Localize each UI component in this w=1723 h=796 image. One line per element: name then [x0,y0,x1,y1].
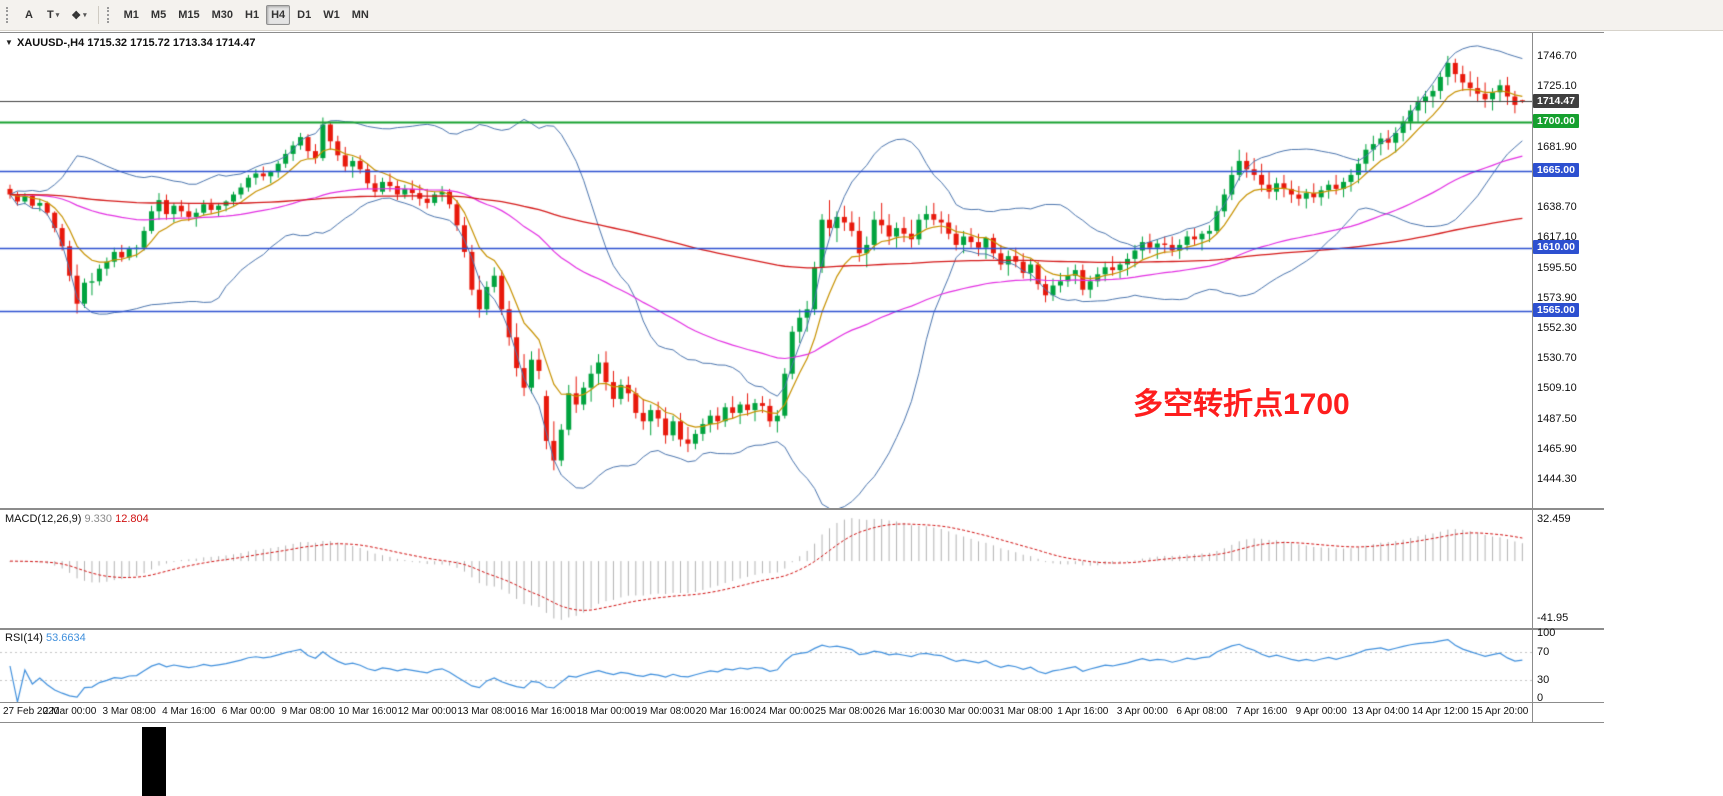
price-tick: 1595.50 [1537,261,1577,274]
time-label: 2 Mar 00:00 [42,706,97,717]
collapse-arrow-icon[interactable]: ▼ [5,38,13,47]
toolbar-separator [97,6,99,24]
timeframe-button-w1[interactable]: W1 [318,5,345,25]
price-tick: 1746.70 [1537,49,1577,62]
rsi-scale-70: 70 [1537,645,1550,658]
time-label: 3 Mar 08:00 [102,706,156,717]
macd-canvas[interactable] [0,510,1532,628]
time-label: 20 Mar 16:00 [695,706,755,717]
timeframe-button-d1[interactable]: D1 [292,5,316,25]
toolbar-grip[interactable] [106,7,112,23]
toolbar-grip[interactable] [6,7,11,23]
price-chart-canvas[interactable] [0,33,1532,508]
price-badge-1610.00: 1610.00 [1533,240,1579,255]
rsi-panel-divider[interactable] [0,628,1604,630]
time-axis-bottom-border [0,722,1604,723]
time-label: 24 Mar 00:00 [755,706,815,717]
time-label: 15 Apr 20:00 [1471,706,1529,717]
chart-annotation-text[interactable]: 多空转折点1700 [1133,388,1350,421]
text-label-tool-button[interactable]: A [18,5,40,25]
time-label: 6 Apr 08:00 [1176,706,1228,717]
black-artifact-box [142,727,166,796]
time-label: 18 Mar 00:00 [576,706,636,717]
toolbar: A T ▾ ❖ ▾ M1 M5 M15 M30 H1 H4 D1 W1 MN [0,0,1723,31]
time-label: 12 Mar 00:00 [397,706,457,717]
price-tick: 1552.30 [1537,321,1577,334]
macd-signal-value: 12.804 [115,513,149,525]
time-label: 9 Apr 00:00 [1295,706,1347,717]
rsi-value: 53.6634 [45,632,86,644]
time-label: 19 Mar 08:00 [636,706,696,717]
timeframe-button-mn[interactable]: MN [347,5,374,25]
time-label: 1 Apr 16:00 [1057,706,1109,717]
time-label: 7 Apr 16:00 [1236,706,1288,717]
time-label: 13 Apr 04:00 [1352,706,1410,717]
price-badge-1700.00: 1700.00 [1533,114,1579,129]
timeframe-button-m15[interactable]: M15 [173,5,204,25]
time-label: 9 Mar 08:00 [281,706,335,717]
dropdown-caret-icon: ▾ [55,12,60,19]
price-tick: 1465.90 [1537,442,1577,455]
rsi-scale-30: 30 [1537,674,1550,687]
text-tool-button[interactable]: T ▾ [42,5,64,25]
chart-title: XAUUSD-,H4 1715.32 1715.72 1713.34 1714.… [17,37,256,49]
macd-panel-divider[interactable] [0,508,1604,510]
time-label: 30 Mar 00:00 [934,706,994,717]
time-label: 26 Mar 16:00 [874,706,934,717]
price-tick: 1487.50 [1537,412,1577,425]
rsi-scale-100: 100 [1537,627,1556,639]
chart-top-border [0,32,1604,33]
shapes-tool-button[interactable]: ❖ ▾ [66,5,91,25]
price-badge-1665.00: 1665.00 [1533,163,1579,178]
dropdown-caret-icon: ▾ [83,12,87,19]
macd-name: MACD(12,26,9) [5,513,82,525]
price-axis-border [1532,32,1533,723]
time-label: 4 Mar 16:00 [162,706,216,717]
time-label: 27 Feb 2020 [3,706,60,717]
time-label: 6 Mar 00:00 [221,706,276,717]
price-badge-1565.00: 1565.00 [1533,303,1579,318]
price-tick: 1725.10 [1537,80,1577,93]
time-axis-top-border [0,702,1604,703]
time-label: 14 Apr 12:00 [1412,706,1469,717]
price-badge-1714.47: 1714.47 [1533,93,1579,108]
timeframe-button-h4[interactable]: H4 [266,5,291,25]
time-label: 25 Mar 08:00 [814,706,874,717]
time-label: 31 Mar 08:00 [993,706,1053,717]
price-tick: 1573.90 [1537,291,1577,304]
price-tick: 1509.10 [1537,382,1577,395]
timeframe-button-h1[interactable]: H1 [240,5,264,25]
rsi-canvas[interactable] [0,630,1532,702]
rsi-scale-0: 0 [1537,692,1544,704]
price-tick: 1530.70 [1537,352,1577,365]
timeframe-button-m30[interactable]: M30 [207,5,238,25]
time-label: 13 Mar 08:00 [457,706,517,717]
rsi-label: RSI(14) 53.6634 [5,632,86,644]
rsi-name: RSI(14) [5,632,43,644]
macd-scale-bottom: -41.95 [1537,612,1569,624]
time-label: 16 Mar 16:00 [516,706,576,717]
macd-scale-top: 32.459 [1537,513,1571,525]
price-tick: 1681.90 [1537,140,1577,153]
time-label: 3 Apr 00:00 [1116,706,1168,717]
macd-main-value: 9.330 [84,513,113,525]
macd-label: MACD(12,26,9) 9.330 12.804 [5,513,149,525]
price-tick: 1444.30 [1537,473,1577,486]
timeframe-button-m5[interactable]: M5 [146,5,171,25]
price-tick: 1638.70 [1537,201,1577,214]
time-label: 10 Mar 16:00 [338,706,398,717]
timeframe-button-m1[interactable]: M1 [119,5,144,25]
